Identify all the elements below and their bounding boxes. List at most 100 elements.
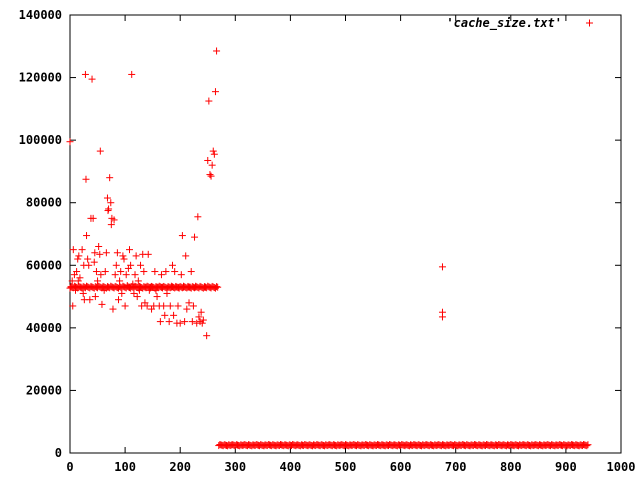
data-point [68,277,76,285]
data-point [103,194,111,202]
y-tick-label: 80000 [26,196,62,210]
data-point [104,207,112,215]
data-point [120,255,128,263]
data-point [76,274,84,282]
data-point [126,246,134,254]
data-point [166,302,174,310]
data-point [153,293,161,301]
data-point [194,213,202,221]
data-point [86,296,94,304]
data-point [185,299,193,307]
data-point [137,261,145,269]
data-point [121,302,129,310]
data-point [131,271,139,279]
y-tick-label: 20000 [26,383,62,397]
x-tick-label: 700 [445,460,467,474]
data-point [208,161,216,169]
data-point [74,277,82,285]
data-point [77,283,85,291]
data-point [134,277,142,285]
data-point [83,232,91,240]
data-point [72,286,80,294]
data-point [213,47,221,55]
data-point [144,250,152,258]
x-tick-label: 100 [114,460,136,474]
data-point [74,255,82,263]
data-point [584,441,592,449]
data-point [203,332,211,340]
data-point [151,268,159,276]
y-tick-label: 60000 [26,258,62,272]
data-point [84,255,92,263]
x-tick-label: 900 [555,460,577,474]
data-point [116,277,124,285]
data-point [110,216,118,224]
data-point [90,258,98,266]
data-point [170,311,178,319]
data-point [73,268,81,276]
y-tick-label: 120000 [19,71,62,85]
x-tick-label: 0 [66,460,73,474]
data-point [187,268,195,276]
data-point [75,252,83,260]
data-point [204,156,212,164]
y-tick-label: 100000 [19,133,62,147]
data-point [178,232,186,240]
x-tick-label: 400 [280,460,302,474]
x-tick-label: 300 [224,460,246,474]
data-point [132,252,140,260]
y-tick-label: 0 [55,446,62,460]
data-point [177,271,185,279]
x-tick-label: 800 [500,460,522,474]
data-point [438,263,446,271]
data-point [162,268,170,276]
data-point [160,302,168,310]
data-point [82,175,90,183]
data-point [213,283,221,291]
legend: 'cache_size.txt' [446,16,593,31]
y-tick-label: 140000 [19,8,62,22]
data-point [67,283,75,291]
data-point [99,283,107,291]
data-point [91,249,99,257]
data-series [66,47,592,450]
data-point [94,277,102,285]
data-point [211,88,219,96]
data-point [214,283,222,291]
data-point [171,268,179,276]
data-point [198,319,206,327]
legend-label: 'cache_size.txt' [446,16,562,31]
data-point [140,268,148,276]
data-point [78,246,86,254]
data-point [91,293,99,301]
data-point [145,286,153,294]
data-point [133,293,141,301]
data-point [129,280,137,288]
data-point [181,318,189,326]
data-point [189,302,197,310]
data-point [106,174,114,182]
data-point [123,282,131,290]
data-point [97,271,105,279]
x-tick-label: 1000 [607,460,636,474]
data-point [195,313,203,321]
data-point [209,147,217,155]
data-point [107,199,115,207]
data-point [174,302,182,310]
data-point [135,286,143,294]
data-point [157,271,165,279]
data-point [161,311,169,319]
data-point [583,442,591,450]
data-point [127,261,135,269]
data-point [79,289,87,297]
data-point [438,313,446,321]
data-point [88,75,96,83]
data-point [89,214,97,222]
data-point [191,233,199,241]
x-tick-label: 600 [390,460,412,474]
data-point [96,147,104,155]
data-point [199,316,207,324]
data-point [192,283,200,291]
data-point [111,271,119,279]
